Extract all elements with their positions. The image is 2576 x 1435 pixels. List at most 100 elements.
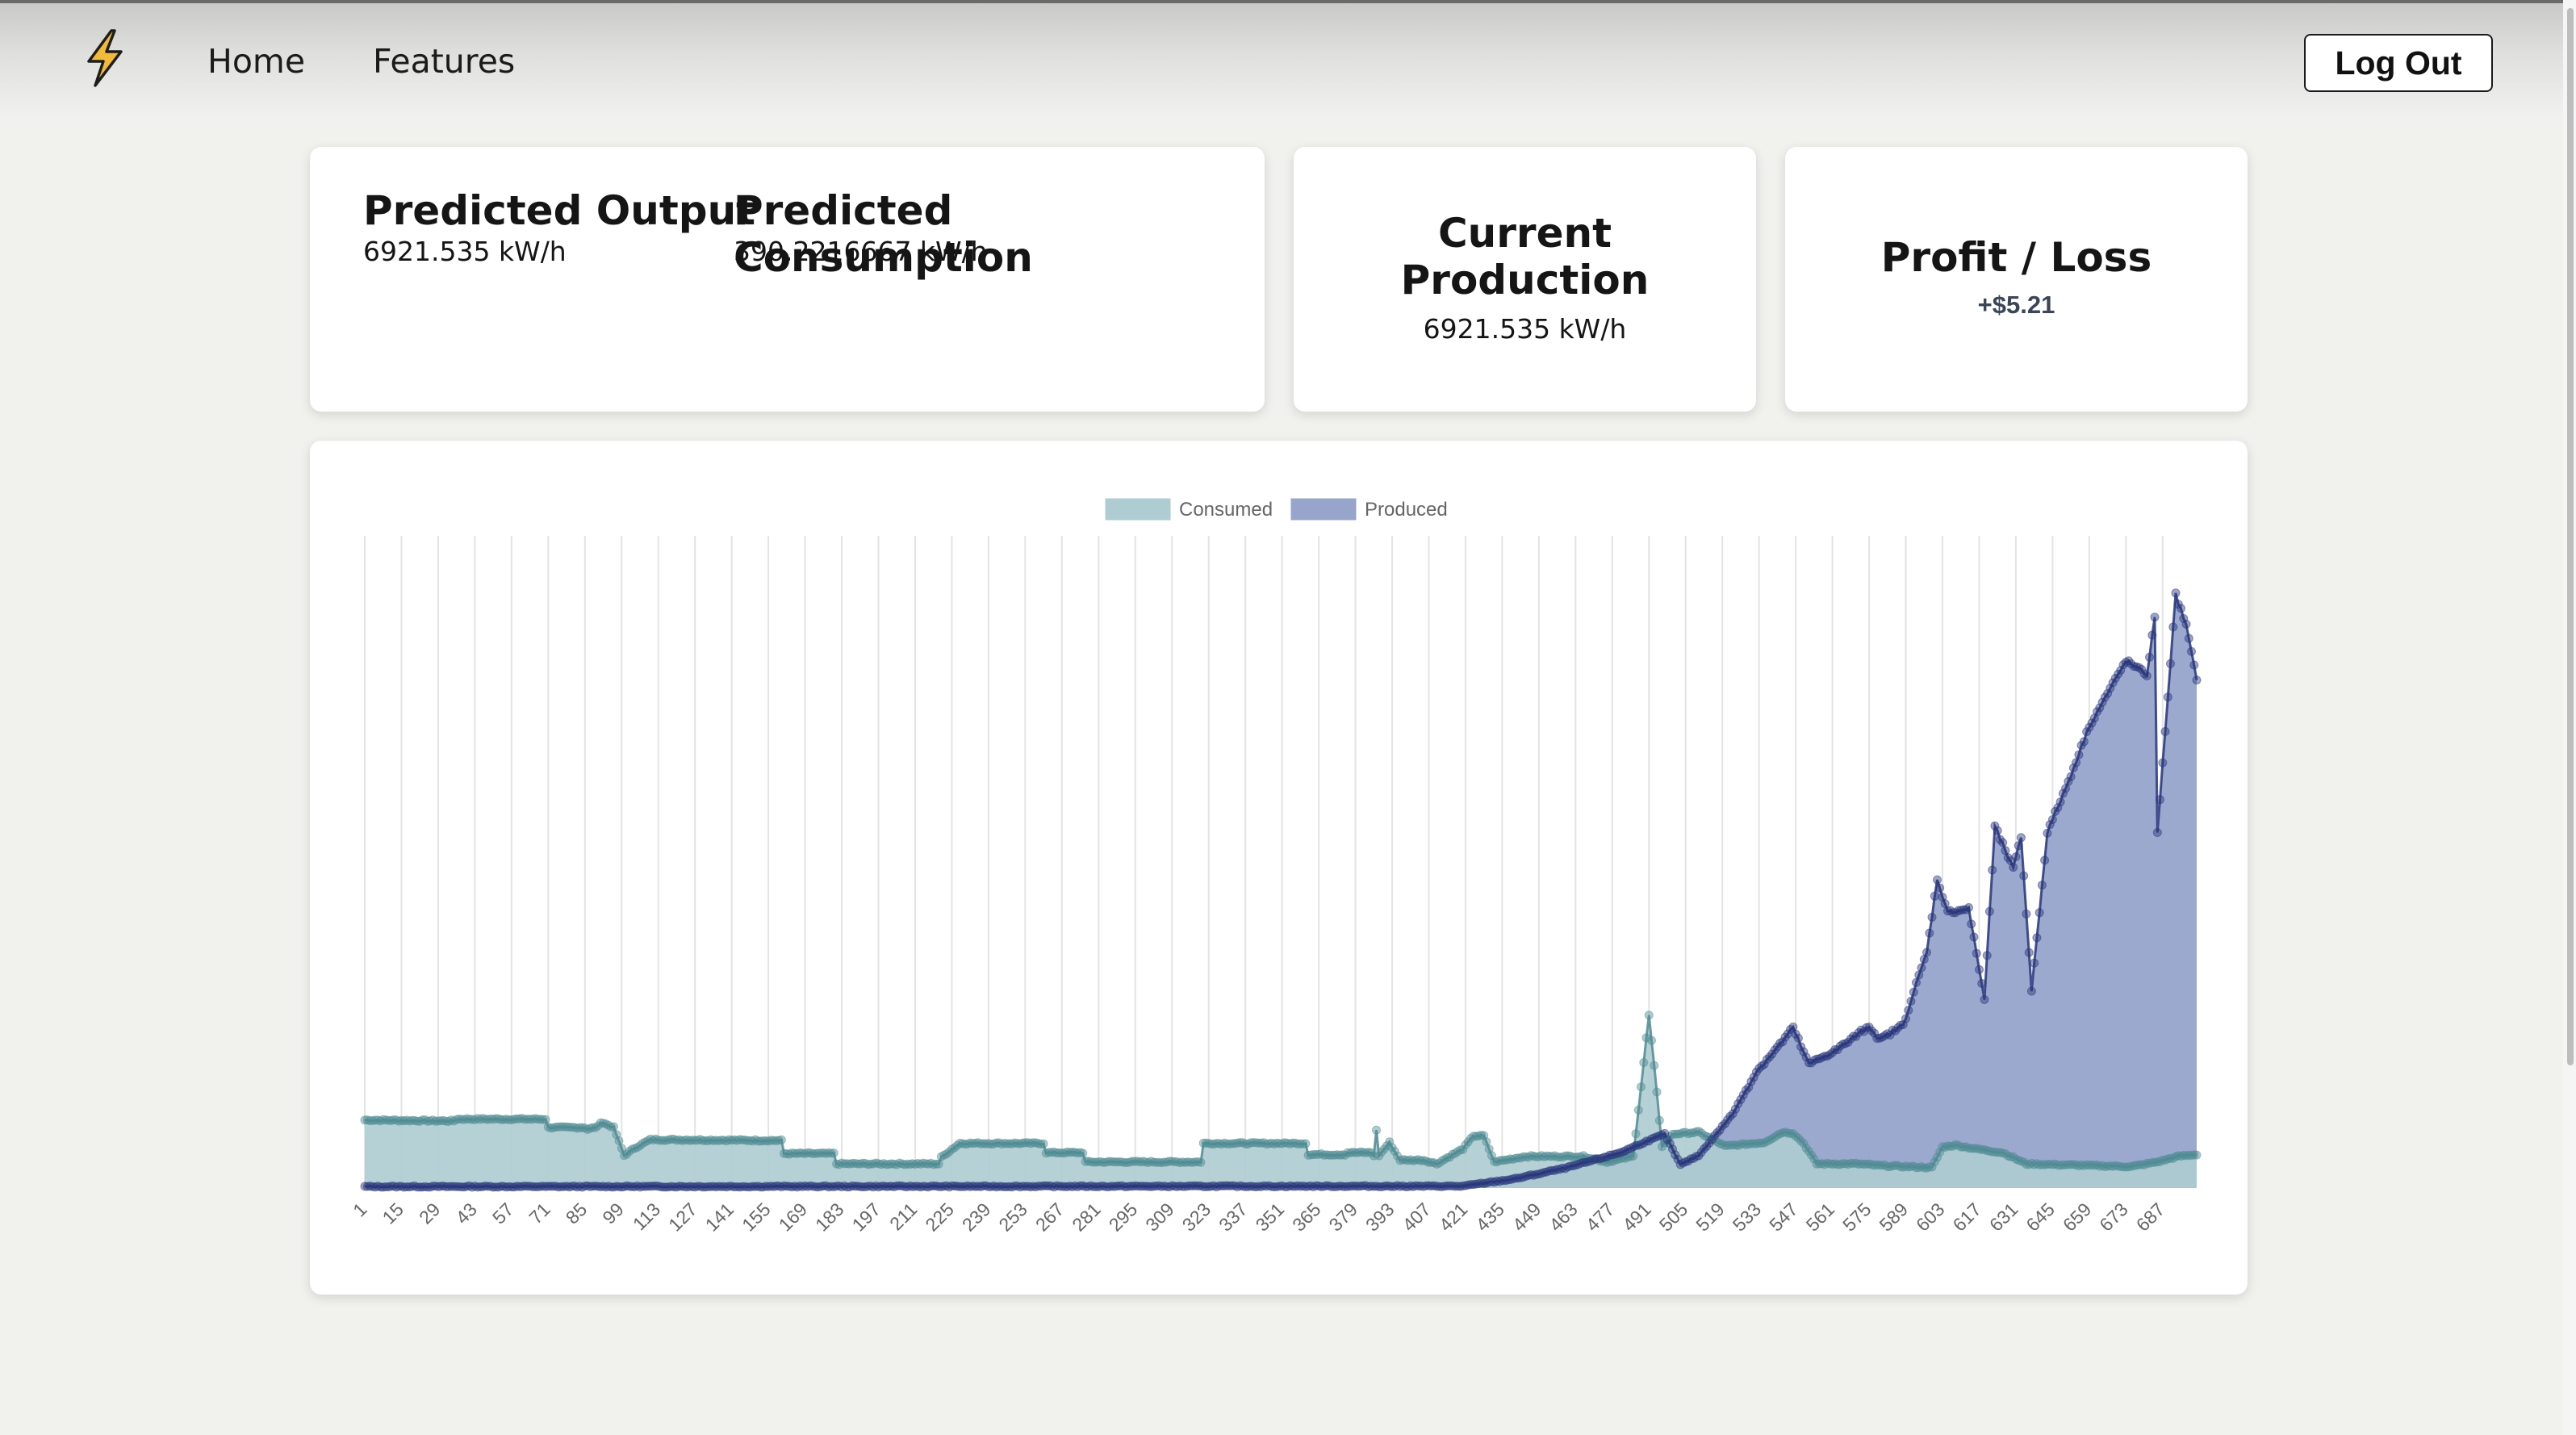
data-point-produced[interactable] bbox=[2158, 758, 2168, 768]
data-point-produced[interactable] bbox=[2095, 703, 2105, 713]
data-point-consumed[interactable] bbox=[609, 1122, 618, 1132]
legend-label-consumed[interactable]: Consumed bbox=[1179, 499, 1273, 521]
data-point-produced[interactable] bbox=[1749, 1073, 1758, 1082]
data-point-produced[interactable] bbox=[2184, 634, 2193, 643]
data-point-consumed[interactable] bbox=[2005, 1152, 2015, 1161]
data-point-consumed[interactable] bbox=[1786, 1129, 1796, 1138]
data-point-consumed[interactable] bbox=[2189, 1150, 2199, 1160]
data-point-produced[interactable] bbox=[2068, 764, 2078, 772]
data-point-produced[interactable] bbox=[1925, 928, 1934, 938]
data-point-produced[interactable] bbox=[1665, 1139, 1675, 1148]
data-point-produced[interactable] bbox=[2160, 726, 2170, 736]
data-point-produced[interactable] bbox=[1980, 995, 1989, 1004]
data-point-produced[interactable] bbox=[1733, 1099, 1743, 1109]
data-point-produced[interactable] bbox=[2032, 933, 2042, 943]
data-point-consumed[interactable] bbox=[588, 1123, 597, 1132]
data-point-produced[interactable] bbox=[1972, 948, 1981, 958]
data-point-produced[interactable] bbox=[1820, 1052, 1830, 1061]
data-point-consumed[interactable] bbox=[2192, 1150, 2202, 1160]
data-point-consumed[interactable] bbox=[606, 1122, 616, 1132]
data-point-produced[interactable] bbox=[1982, 951, 1992, 960]
data-point-consumed[interactable] bbox=[1298, 1139, 1308, 1148]
data-point-produced[interactable] bbox=[1930, 891, 1939, 901]
data-point-produced[interactable] bbox=[2187, 646, 2196, 656]
data-point-consumed[interactable] bbox=[1930, 1157, 1939, 1167]
data-point-produced[interactable] bbox=[2192, 676, 2202, 685]
logout-button[interactable]: Log Out bbox=[2304, 34, 2493, 92]
data-point-produced[interactable] bbox=[2145, 652, 2154, 662]
data-point-consumed[interactable] bbox=[1340, 1150, 1350, 1160]
legend-label-produced[interactable]: Produced bbox=[1365, 499, 1448, 521]
data-point-consumed[interactable] bbox=[1637, 1082, 1646, 1092]
data-point-consumed[interactable] bbox=[1476, 1131, 1486, 1140]
data-point-produced[interactable] bbox=[1700, 1144, 1708, 1153]
data-point-produced[interactable] bbox=[2016, 833, 2026, 843]
data-point-produced[interactable] bbox=[2030, 958, 2039, 968]
data-point-produced[interactable] bbox=[2058, 789, 2068, 798]
data-point-consumed[interactable] bbox=[1629, 1151, 1638, 1161]
data-point-produced[interactable] bbox=[2147, 630, 2157, 640]
data-point-produced[interactable] bbox=[2043, 828, 2052, 838]
data-point-consumed[interactable] bbox=[1631, 1129, 1641, 1139]
data-point-produced[interactable] bbox=[2189, 660, 2199, 670]
data-point-produced[interactable] bbox=[2040, 856, 2050, 865]
data-point-produced[interactable] bbox=[1759, 1060, 1769, 1069]
data-point-produced[interactable] bbox=[2034, 908, 2044, 918]
data-point-consumed[interactable] bbox=[1650, 1061, 1659, 1070]
data-point-produced[interactable] bbox=[2116, 666, 2126, 675]
data-point-produced[interactable] bbox=[1988, 865, 1997, 875]
legend-swatch-consumed[interactable] bbox=[1105, 498, 1171, 521]
data-point-consumed[interactable] bbox=[1652, 1087, 1662, 1097]
data-point-produced[interactable] bbox=[2177, 604, 2185, 613]
data-point-produced[interactable] bbox=[1933, 875, 1942, 885]
data-point-consumed[interactable] bbox=[614, 1136, 624, 1145]
data-point-consumed[interactable] bbox=[1933, 1153, 1942, 1162]
data-point-produced[interactable] bbox=[1778, 1037, 1788, 1047]
data-point-produced[interactable] bbox=[1990, 821, 2000, 830]
data-point-consumed[interactable] bbox=[1927, 1162, 1937, 1172]
data-point-consumed[interactable] bbox=[1372, 1125, 1381, 1135]
data-point-produced[interactable] bbox=[2150, 613, 2160, 622]
data-point-consumed[interactable] bbox=[1484, 1144, 1494, 1154]
data-point-produced[interactable] bbox=[1909, 987, 1918, 997]
data-point-consumed[interactable] bbox=[931, 1159, 941, 1169]
data-point-produced[interactable] bbox=[1796, 1042, 1806, 1052]
data-point-consumed[interactable] bbox=[1196, 1157, 1206, 1167]
legend-swatch-produced[interactable] bbox=[1290, 498, 1357, 521]
data-point-produced[interactable] bbox=[1975, 964, 1984, 974]
data-point-produced[interactable] bbox=[1762, 1055, 1771, 1065]
data-point-produced[interactable] bbox=[1904, 1006, 1913, 1015]
data-point-consumed[interactable] bbox=[538, 1115, 548, 1124]
data-point-produced[interactable] bbox=[2064, 776, 2073, 786]
data-point-consumed[interactable] bbox=[776, 1135, 786, 1144]
data-point-produced[interactable] bbox=[1938, 893, 1947, 902]
data-point-produced[interactable] bbox=[1738, 1090, 1748, 1100]
data-point-produced[interactable] bbox=[1872, 1034, 1882, 1044]
data-point-produced[interactable] bbox=[1967, 919, 1976, 929]
nav-home-link[interactable]: Home bbox=[207, 42, 306, 81]
data-point-produced[interactable] bbox=[2129, 662, 2139, 671]
data-point-produced[interactable] bbox=[1804, 1058, 1813, 1068]
data-point-produced[interactable] bbox=[1799, 1047, 1809, 1056]
data-point-produced[interactable] bbox=[2074, 750, 2084, 759]
data-point-consumed[interactable] bbox=[1039, 1139, 1048, 1148]
data-point-consumed[interactable] bbox=[1482, 1137, 1491, 1147]
data-point-produced[interactable] bbox=[2066, 772, 2076, 781]
data-point-produced[interactable] bbox=[2011, 852, 2021, 862]
data-point-consumed[interactable] bbox=[2166, 1153, 2175, 1163]
data-point-produced[interactable] bbox=[2103, 688, 2113, 698]
data-point-consumed[interactable] bbox=[1036, 1140, 1046, 1148]
data-point-produced[interactable] bbox=[1969, 932, 1979, 942]
data-point-produced[interactable] bbox=[2137, 665, 2147, 674]
data-point-produced[interactable] bbox=[1686, 1154, 1696, 1164]
data-point-consumed[interactable] bbox=[826, 1148, 836, 1158]
data-point-produced[interactable] bbox=[1793, 1033, 1803, 1043]
data-point-consumed[interactable] bbox=[829, 1148, 838, 1158]
data-point-produced[interactable] bbox=[1901, 1014, 1910, 1023]
data-point-consumed[interactable] bbox=[1799, 1139, 1809, 1148]
data-point-produced[interactable] bbox=[2166, 659, 2175, 668]
data-point-consumed[interactable] bbox=[1757, 1138, 1767, 1148]
data-point-produced[interactable] bbox=[2142, 671, 2152, 680]
data-point-produced[interactable] bbox=[2009, 863, 2018, 872]
data-point-consumed[interactable] bbox=[1639, 1058, 1649, 1067]
